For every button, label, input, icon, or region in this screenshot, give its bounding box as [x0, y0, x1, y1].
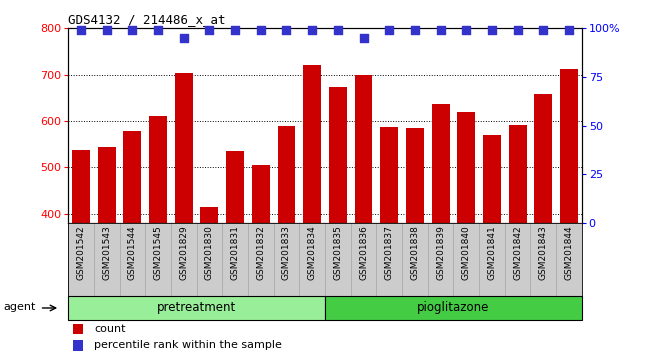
Text: GSM201830: GSM201830: [205, 225, 214, 280]
Bar: [457, 112, 475, 354]
Point: [204, 28, 214, 33]
Bar: [432, 104, 450, 354]
Point: [410, 28, 420, 33]
Text: GSM201843: GSM201843: [539, 225, 548, 280]
FancyBboxPatch shape: [68, 296, 325, 320]
Point: [384, 28, 395, 33]
Text: GSM201836: GSM201836: [359, 225, 368, 280]
Text: GSM201841: GSM201841: [488, 225, 497, 280]
Text: GSM201544: GSM201544: [128, 225, 137, 280]
Bar: [329, 87, 347, 354]
Text: GSM201542: GSM201542: [77, 225, 86, 280]
Text: percentile rank within the sample: percentile rank within the sample: [94, 340, 282, 350]
Point: [512, 28, 523, 33]
Text: GSM201837: GSM201837: [385, 225, 394, 280]
Bar: [72, 150, 90, 354]
FancyBboxPatch shape: [325, 296, 582, 320]
Text: agent: agent: [3, 302, 36, 312]
Point: [281, 28, 292, 33]
Bar: [354, 75, 372, 354]
Point: [461, 28, 471, 33]
Bar: [200, 207, 218, 354]
Bar: [278, 126, 296, 354]
Point: [436, 28, 446, 33]
Point: [358, 35, 369, 41]
Bar: [534, 94, 552, 354]
Bar: [73, 324, 83, 335]
Point: [307, 28, 317, 33]
Text: GSM201835: GSM201835: [333, 225, 343, 280]
Point: [564, 28, 574, 33]
Text: pretreatment: pretreatment: [157, 302, 236, 314]
Point: [127, 28, 138, 33]
Point: [179, 35, 189, 41]
Point: [487, 28, 497, 33]
Bar: [175, 73, 193, 354]
Text: GSM201829: GSM201829: [179, 225, 188, 280]
Bar: [252, 165, 270, 354]
Text: pioglitazone: pioglitazone: [417, 302, 489, 314]
Text: count: count: [94, 324, 125, 334]
Text: GSM201842: GSM201842: [513, 225, 522, 280]
Text: GSM201844: GSM201844: [564, 225, 573, 280]
Point: [230, 28, 240, 33]
Text: GSM201832: GSM201832: [256, 225, 265, 280]
Text: GSM201543: GSM201543: [102, 225, 111, 280]
Bar: [303, 65, 321, 354]
Bar: [226, 151, 244, 354]
Point: [538, 28, 549, 33]
Bar: [483, 135, 501, 354]
Point: [76, 28, 86, 33]
Bar: [380, 127, 398, 354]
Text: GSM201833: GSM201833: [282, 225, 291, 280]
Bar: [73, 340, 83, 350]
Text: GSM201840: GSM201840: [462, 225, 471, 280]
Text: GSM201834: GSM201834: [307, 225, 317, 280]
Text: GDS4132 / 214486_x_at: GDS4132 / 214486_x_at: [68, 13, 226, 26]
Bar: [98, 147, 116, 354]
Point: [333, 28, 343, 33]
Bar: [149, 116, 167, 354]
Bar: [560, 69, 578, 354]
Point: [153, 28, 163, 33]
Text: GSM201831: GSM201831: [231, 225, 240, 280]
Bar: [124, 131, 142, 354]
Text: GSM201545: GSM201545: [153, 225, 162, 280]
Point: [101, 28, 112, 33]
Bar: [508, 125, 526, 354]
Bar: [406, 128, 424, 354]
Text: GSM201838: GSM201838: [410, 225, 419, 280]
Text: GSM201839: GSM201839: [436, 225, 445, 280]
Point: [255, 28, 266, 33]
